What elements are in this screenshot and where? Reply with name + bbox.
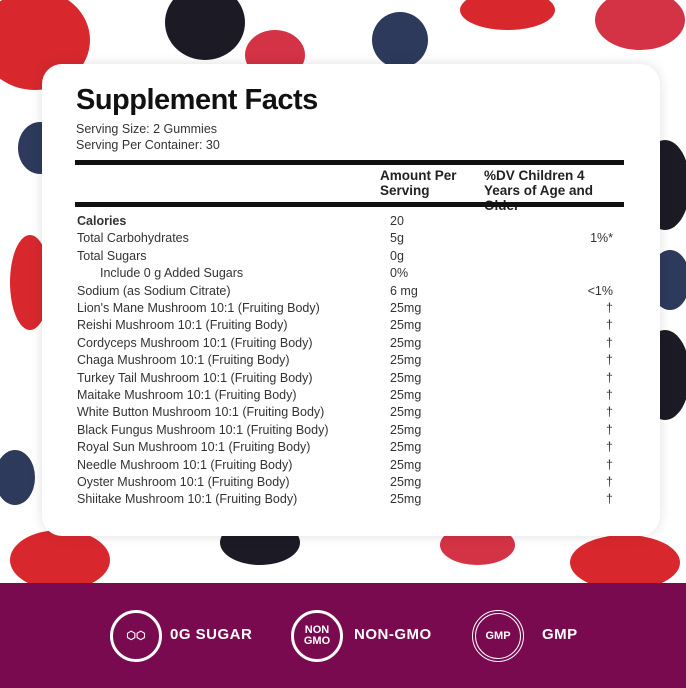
nutrient-name: Needle Mushroom 10:1 (Fruiting Body)	[77, 457, 293, 472]
amount-value: 25mg	[390, 457, 422, 472]
raspberry-image	[595, 0, 685, 50]
features-band	[0, 583, 686, 688]
dv-value: †	[606, 370, 613, 385]
dv-value: †	[606, 318, 613, 333]
table-row: Include 0 g Added Sugars 0%	[77, 266, 613, 283]
servings-per-container: Serving Per Container: 30	[76, 138, 220, 152]
dv-value: †	[606, 492, 613, 507]
dv-value: †	[606, 405, 613, 420]
blackberry-image	[165, 0, 245, 60]
amount-value: 25mg	[390, 370, 422, 385]
nutrient-name: Turkey Tail Mushroom 10:1 (Fruiting Body…	[77, 370, 313, 385]
amount-header: Amount Per Serving	[380, 168, 457, 198]
gmp-seal-icon: GMP	[472, 610, 524, 662]
table-row: Shiitake Mushroom 10:1 (Fruiting Body) 25…	[77, 492, 613, 509]
amount-value: 6 mg	[390, 283, 418, 298]
badge-label: NON-GMO	[354, 626, 432, 643]
table-row: Calories 20	[77, 214, 613, 231]
no-sugar-cubes-icon: ⬡⬡	[110, 610, 162, 662]
dv-value: 1%*	[590, 231, 613, 246]
table-row: Total Sugars 0g	[77, 249, 613, 266]
table-row: Royal Sun Mushroom 10:1 (Fruiting Body) 2…	[77, 440, 613, 457]
nutrient-name: Royal Sun Mushroom 10:1 (Fruiting Body)	[77, 440, 311, 455]
amount-value: 25mg	[390, 405, 422, 420]
nutrient-name: Shiitake Mushroom 10:1 (Fruiting Body)	[77, 492, 298, 507]
table-row: Lion's Mane Mushroom 10:1 (Fruiting Body…	[77, 301, 613, 318]
amount-value: 25mg	[390, 335, 422, 350]
table-row: Turkey Tail Mushroom 10:1 (Fruiting Body…	[77, 371, 613, 388]
divider-thick	[75, 202, 624, 207]
table-row: Cordyceps Mushroom 10:1 (Fruiting Body) 2…	[77, 336, 613, 353]
amount-value: 20	[390, 214, 404, 228]
amount-value: 25mg	[390, 440, 422, 455]
supplement-facts-panel	[48, 70, 654, 530]
amount-value: 25mg	[390, 318, 422, 333]
table-row: Chaga Mushroom 10:1 (Fruiting Body) 25mg †	[77, 353, 613, 370]
dv-value: †	[606, 475, 613, 489]
nutrient-name: Total Sugars	[77, 248, 147, 263]
nutrient-name: Include 0 g Added Sugars	[100, 266, 244, 281]
serving-size: Serving Size: 2 Gummies	[76, 122, 218, 136]
strawberry-image	[460, 0, 555, 30]
panel-title: Supplement Facts	[76, 84, 318, 116]
dv-value: †	[606, 353, 613, 368]
nutrient-name: Reishi Mushroom 10:1 (Fruiting Body)	[77, 318, 288, 333]
dv-value: †	[606, 301, 613, 315]
nutrient-name: Cordyceps Mushroom 10:1 (Fruiting Body)	[77, 335, 313, 350]
nutrient-name: Black Fungus Mushroom 10:1 (Fruiting Bod…	[77, 422, 329, 437]
dv-value: †	[606, 335, 613, 350]
badge-label: GMP	[542, 626, 578, 643]
nutrient-name: Total Carbohydrates	[77, 231, 189, 246]
amount-value: 25mg	[390, 475, 422, 489]
dv-header: %DV Children 4 Years of Age and Older	[484, 168, 594, 213]
badge-label: 0G SUGAR	[170, 626, 253, 643]
blueberry-image	[372, 12, 428, 68]
dv-value: <1%	[587, 283, 613, 298]
strawberry-image	[570, 535, 680, 590]
amount-value: 0%	[390, 266, 409, 281]
strawberry-image	[10, 235, 50, 330]
nutrient-name: Maitake Mushroom 10:1 (Fruiting Body)	[77, 388, 297, 402]
nutrient-name: Chaga Mushroom 10:1 (Fruiting Body)	[77, 353, 290, 368]
nutrient-name: Calories	[77, 214, 127, 228]
blueberry-image	[650, 250, 686, 310]
amount-value: 25mg	[390, 301, 422, 315]
strawberry-image	[10, 530, 110, 590]
table-row: Needle Mushroom 10:1 (Fruiting Body) 25mg…	[77, 458, 613, 475]
table-row: Oyster Mushroom 10:1 (Fruiting Body) 25mg…	[77, 475, 613, 492]
divider-thick	[75, 160, 624, 165]
amount-value: 0g	[390, 248, 404, 263]
dv-value: †	[606, 457, 613, 472]
dv-value: †	[606, 422, 613, 437]
table-row: Total Carbohydrates 5g 1%*	[77, 231, 613, 248]
table-row: White Button Mushroom 10:1 (Fruiting Bod…	[77, 405, 613, 422]
table-row: Sodium (as Sodium Citrate) 6 mg <1%	[77, 284, 613, 301]
amount-value: 25mg	[390, 388, 422, 402]
amount-value: 25mg	[390, 422, 422, 437]
table-row: Black Fungus Mushroom 10:1 (Fruiting Bod…	[77, 423, 613, 440]
nutrient-name: Oyster Mushroom 10:1 (Fruiting Body)	[77, 475, 290, 489]
nutrient-name: Sodium (as Sodium Citrate)	[77, 283, 231, 298]
dv-value: †	[606, 388, 613, 402]
blueberry-image	[0, 450, 35, 505]
amount-value: 25mg	[390, 492, 422, 507]
nutrient-name: Lion's Mane Mushroom 10:1 (Fruiting Body…	[77, 301, 320, 315]
nutrient-name: White Button Mushroom 10:1 (Fruiting Bod…	[77, 405, 325, 420]
table-row: Reishi Mushroom 10:1 (Fruiting Body) 25mg…	[77, 318, 613, 335]
non-gmo-leaf-icon: NON GMO	[291, 610, 343, 662]
raspberry-image	[440, 525, 515, 565]
amount-value: 25mg	[390, 353, 422, 368]
amount-value: 5g	[390, 231, 404, 246]
table-row: Maitake Mushroom 10:1 (Fruiting Body) 25m…	[77, 388, 613, 405]
dv-value: †	[606, 440, 613, 455]
